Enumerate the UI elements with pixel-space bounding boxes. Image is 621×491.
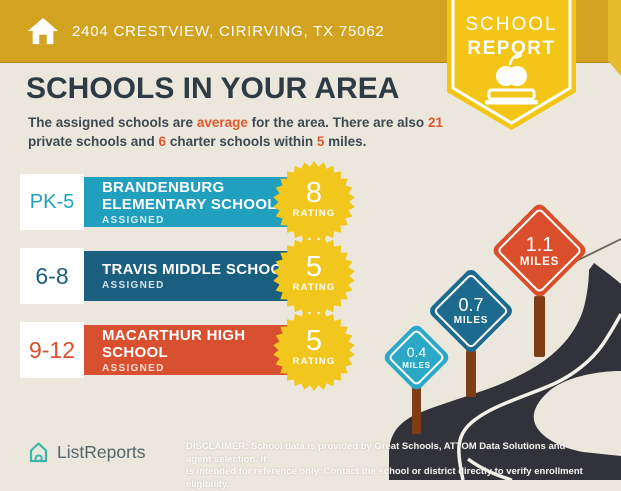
school-row-high: 9-12 MACARTHUR HIGH SCHOOL ASSIGNED 5 RAT…	[20, 309, 360, 391]
school-status: ASSIGNED	[102, 362, 165, 374]
rating-label: RATING	[292, 208, 336, 219]
school-row-elementary: PK-5 BRANDENBURG ELEMENTARY SCHOOL ASSIGN…	[20, 161, 360, 243]
starburst-shape	[273, 161, 355, 243]
intro-highlight-charter-count: 6	[158, 133, 167, 149]
sign-distance: 0.7	[458, 294, 484, 315]
sign-post	[412, 386, 421, 434]
rating-badge: 5 RATING	[272, 234, 356, 318]
house-icon	[27, 17, 59, 45]
road-center-line	[457, 313, 621, 480]
intro-text: charter schools within	[166, 133, 317, 149]
school-status: ASSIGNED	[102, 280, 165, 291]
sign-post	[534, 296, 545, 357]
distance-sign-04-miles: 0.4 MILES	[381, 322, 452, 393]
distance-sign-07-miles: 0.7 MILES	[427, 267, 515, 355]
page-title: SCHOOLS IN YOUR AREA	[26, 72, 400, 105]
intro-text: private schools and	[28, 133, 159, 149]
intro-highlight-average: average	[196, 115, 248, 130]
grade-range-box: PK-5	[20, 174, 84, 230]
ribbon-title-line2: REPORT	[467, 38, 556, 59]
starburst-shape	[273, 309, 355, 391]
grade-range: 6-8	[35, 262, 69, 289]
intro-text: miles.	[324, 133, 367, 149]
rating-label: RATING	[292, 282, 336, 293]
grade-range-box: 9-12	[20, 322, 84, 378]
distance-sign-11-miles: 1.1 MILES	[490, 201, 589, 300]
road-body	[389, 263, 621, 480]
listreports-logo-icon	[29, 442, 48, 463]
rating-badge: 8 RATING	[272, 160, 356, 244]
property-address: 2404 CRESTVIEW, CIRIRVING, TX 75062	[72, 22, 385, 40]
sign-distance: 0.4	[406, 344, 427, 361]
road-lane-line	[466, 457, 513, 480]
intro-paragraph: The assigned schools are average for the…	[28, 114, 458, 151]
rating-value: 5	[305, 251, 323, 283]
sign-distance: 1.1	[525, 233, 554, 256]
intro-highlight-miles: 5	[316, 133, 325, 149]
corner-ribbon-strip	[608, 0, 621, 76]
sign-post	[466, 350, 476, 397]
grade-range-box: 6-8	[20, 248, 84, 304]
school-report-ribbon: SCHOOL REPORT	[447, 0, 576, 132]
disclaimer-text: DISCLAIMER: School data is provided by G…	[186, 441, 583, 490]
intro-highlight-private-count: 21	[427, 115, 443, 130]
grade-range: 9-12	[28, 336, 76, 363]
sign-unit: MILES	[519, 255, 560, 268]
school-report-infographic: { "header": { "address": "2404 CRESTVIEW…	[0, 0, 621, 480]
brand-name: ListReports	[57, 442, 146, 462]
ribbon-title-line1: SCHOOL	[465, 14, 558, 35]
intro-text: The assigned schools are	[28, 115, 197, 130]
apple-on-books-icon	[485, 53, 538, 105]
rating-badge: 5 RATING	[272, 308, 356, 392]
rating-value: 5	[305, 325, 323, 357]
listreports-brand: ListReports	[27, 441, 146, 464]
school-row-middle: 6-8 TRAVIS MIDDLE SCHOOL ASSIGNED 5 RATI…	[20, 235, 360, 317]
intro-text: for the area. There are also	[247, 115, 428, 130]
school-status: ASSIGNED	[102, 214, 165, 226]
sign-unit: MILES	[402, 360, 431, 370]
school-name: TRAVIS MIDDLE SCHOOL	[102, 261, 292, 278]
rating-value: 8	[305, 177, 323, 209]
sign-unit: MILES	[453, 315, 489, 327]
rating-label: RATING	[292, 356, 336, 367]
grade-range: PK-5	[29, 190, 75, 213]
starburst-shape	[273, 235, 355, 317]
school-name: MACARTHUR HIGH SCHOOL	[102, 326, 246, 361]
school-name: BRANDENBURG ELEMENTARY SCHOOL	[102, 178, 277, 213]
ribbon-shape	[447, 0, 576, 130]
